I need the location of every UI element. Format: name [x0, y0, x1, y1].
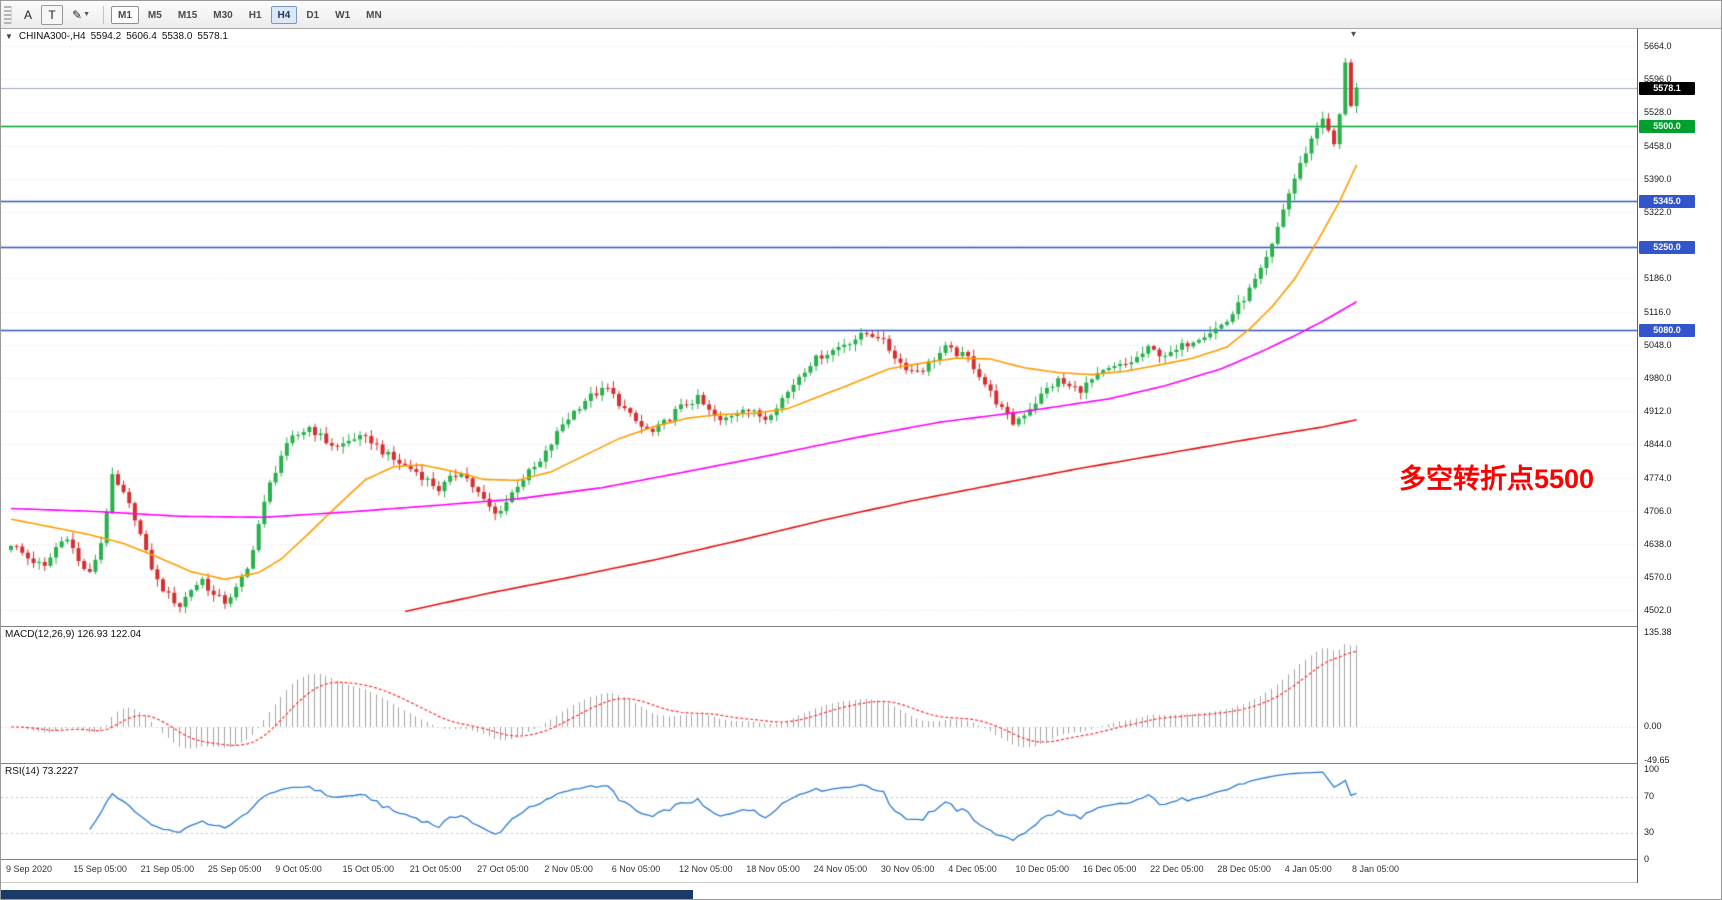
price-axis-label: 4980.0	[1644, 373, 1672, 384]
timeframe-h1-button[interactable]: H1	[242, 6, 269, 24]
one-click-trading-toggle-icon[interactable]: ▼	[5, 32, 13, 41]
price-axis-label: 5596.0	[1644, 74, 1672, 85]
time-axis-label: 30 Nov 05:00	[880, 864, 935, 874]
chart-header: ▼ CHINA300-,H4 5594.2 5606.4 5538.0 5578…	[5, 31, 228, 42]
price-axis-label: 5048.0	[1644, 340, 1672, 351]
price-chart-canvas[interactable]	[1, 29, 1637, 626]
chevron-down-icon: ▼	[83, 11, 91, 18]
time-axis-label: 21 Sep 05:00	[140, 864, 195, 874]
macd-canvas[interactable]	[1, 627, 1637, 764]
time-axis-label: 22 Dec 05:00	[1150, 864, 1204, 874]
rsi-header: RSI(14) 73.2227	[5, 766, 78, 777]
timeframe-mn-button[interactable]: MN	[359, 6, 389, 24]
price-badge: 5250.0	[1639, 241, 1695, 255]
price-axis-label: 4502.0	[1644, 605, 1672, 616]
rsi-indicator-panel: RSI(14) 73.2227	[1, 763, 1637, 860]
price-axis-label: 5186.0	[1644, 273, 1672, 284]
price-axis-label: 5322.0	[1644, 207, 1672, 218]
price-axis-label: 4638.0	[1644, 539, 1672, 550]
macd-header: MACD(12,26,9) 126.93 122.04	[5, 629, 141, 640]
price-axis-label: 5664.0	[1644, 41, 1672, 52]
time-axis[interactable]: 9 Sep 2020 15 Sep 05:00 21 Sep 05:00 25 Sep…	[1, 859, 1637, 883]
price-axis-label: 5458.0	[1644, 141, 1672, 152]
time-axis-label: 6 Nov 05:00	[611, 864, 661, 874]
price-axis-label: 5528.0	[1644, 107, 1672, 118]
price-axis-label: 4774.0	[1644, 473, 1672, 484]
price-badge: 5345.0	[1639, 195, 1695, 209]
rsi-axis-label: 0	[1644, 854, 1650, 864]
macd-indicator-panel: MACD(12,26,9) 126.93 122.04	[1, 626, 1637, 764]
price-axis-label: 4912.0	[1644, 406, 1672, 417]
time-axis-label: 9 Oct 05:00	[275, 864, 322, 874]
price-badge: 5080.0	[1639, 323, 1695, 337]
price-chart-panel: ▼ CHINA300-,H4 5594.2 5606.4 5538.0 5578…	[1, 29, 1637, 626]
timeframe-m15-button[interactable]: M15	[171, 6, 204, 24]
drawing-tools-dropdown-button[interactable]: ✎ ▼	[65, 5, 97, 25]
price-badge: 5578.1	[1639, 82, 1695, 96]
rsi-axis-label: 30	[1644, 827, 1655, 837]
chart-low-value: 5538.0	[161, 31, 193, 42]
chart-close-value: 5578.1	[197, 31, 228, 42]
timeframe-w1-button[interactable]: W1	[328, 6, 357, 24]
time-axis-label: 9 Sep 2020	[6, 864, 53, 874]
chart-shift-marker[interactable]: ▾	[1351, 29, 1357, 40]
price-axis-label: 5390.0	[1644, 174, 1672, 185]
bottom-bar	[1, 890, 693, 899]
rsi-label: RSI(14) 73.2227	[5, 766, 79, 777]
price-axis[interactable]: 5664.05596.05528.05458.05390.05322.05254…	[1637, 29, 1721, 883]
time-axis-label: 8 Jan 05:00	[1352, 864, 1400, 874]
time-axis-label: 16 Dec 05:00	[1082, 864, 1137, 874]
text-tool-button[interactable]: T	[41, 4, 64, 25]
time-axis-label: 4 Dec 05:00	[948, 864, 997, 874]
toolbar-separator	[103, 5, 105, 24]
time-axis-label: 25 Sep 05:00	[207, 864, 262, 874]
price-axis-label: 4844.0	[1644, 439, 1672, 450]
price-axis-label: 5116.0	[1644, 307, 1671, 318]
macd-axis-label: -49.65	[1644, 755, 1670, 766]
timeframe-m30-button[interactable]: M30	[206, 6, 239, 24]
time-axis-label: 10 Dec 05:00	[1015, 864, 1070, 874]
arrow-tool-button[interactable]: A	[17, 5, 39, 25]
time-axis-label: 15 Oct 05:00	[342, 864, 395, 874]
time-axis-label: 15 Sep 05:00	[73, 864, 127, 874]
toolbar-drag-handle[interactable]	[4, 5, 12, 24]
time-axis-label: 28 Dec 05:00	[1217, 864, 1271, 874]
time-axis-label: 12 Nov 05:00	[679, 864, 733, 874]
timeframe-d1-button[interactable]: D1	[299, 6, 326, 24]
price-axis-label: 4706.0	[1644, 506, 1672, 517]
chart-high-value: 5606.4	[126, 31, 157, 42]
rsi-axis-label: 100	[1644, 764, 1660, 774]
time-axis-label: 18 Nov 05:00	[746, 864, 800, 874]
macd-label: MACD(12,26,9) 126.93 122.04	[5, 629, 142, 640]
rsi-axis-label: 70	[1644, 791, 1655, 801]
time-axis-label: 4 Jan 05:00	[1284, 864, 1332, 874]
chart-text-annotation[interactable]: 多空转折点5500	[1399, 464, 1595, 494]
macd-axis-label: 135.38	[1644, 627, 1672, 638]
main-toolbar: A T ✎ ▼ M1 M5 M15 M30 H1 H4 D1 W1 MN	[1, 1, 1721, 29]
time-axis-label: 27 Oct 05:00	[477, 864, 529, 874]
time-axis-label: 24 Nov 05:00	[813, 864, 868, 874]
time-axis-label: 2 Nov 05:00	[544, 864, 593, 874]
price-badge: 5500.0	[1639, 120, 1695, 134]
timeframe-m1-button[interactable]: M1	[111, 6, 139, 25]
rsi-canvas[interactable]	[1, 764, 1637, 860]
chart-symbol-label: CHINA300-,H4	[18, 31, 86, 42]
time-axis-label: 21 Oct 05:00	[409, 864, 462, 874]
pencil-icon: ✎	[72, 7, 83, 22]
price-axis-label: 4570.0	[1644, 572, 1672, 583]
macd-axis-label: 0.00	[1644, 721, 1662, 731]
timeframe-m5-button[interactable]: M5	[141, 6, 169, 24]
chart-open-value: 5594.2	[90, 31, 122, 42]
timeframe-h4-button[interactable]: H4	[270, 6, 298, 25]
timeframe-button-group: M1 M5 M15 M30 H1 H4 D1 W1 MN	[110, 5, 390, 25]
